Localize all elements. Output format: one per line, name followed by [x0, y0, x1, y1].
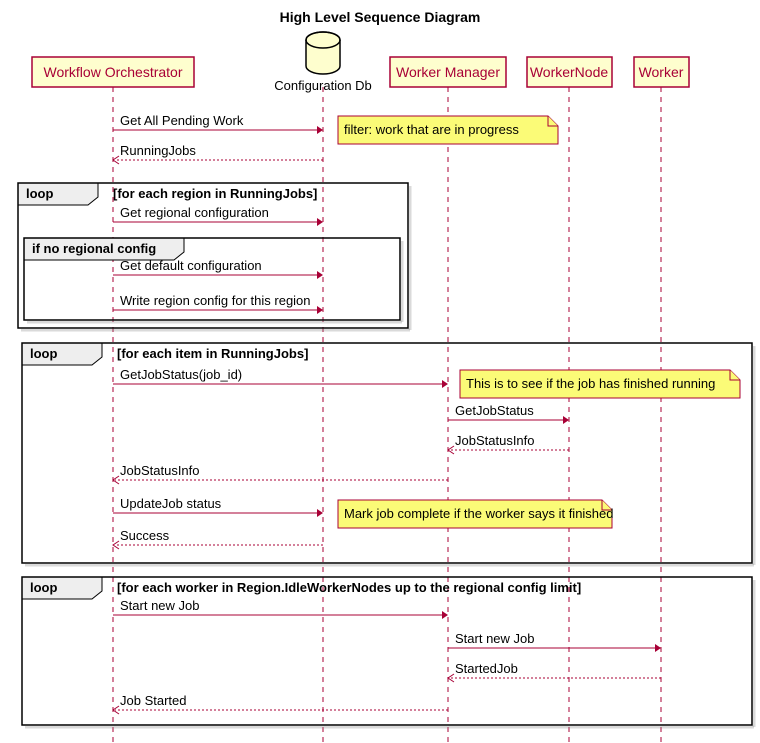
frame-label-f4: loop — [30, 580, 57, 595]
participant-label-configdb: Configuration Db — [274, 78, 372, 93]
message-label-m5: Write region config for this region — [120, 293, 311, 308]
message-label-m11: Success — [120, 528, 170, 543]
participant-label-manager: Worker Manager — [396, 64, 500, 80]
frame-label-f1: loop — [26, 186, 53, 201]
message-label-m10: UpdateJob status — [120, 496, 222, 511]
note-text-n1: filter: work that are in progress — [344, 122, 519, 137]
message-label-m2: RunningJobs — [120, 143, 196, 158]
message-label-m8: JobStatusInfo — [455, 433, 535, 448]
note-text-n3: Mark job complete if the worker says it … — [344, 506, 614, 521]
message-label-m15: Job Started — [120, 693, 187, 708]
message-label-m9: JobStatusInfo — [120, 463, 200, 478]
message-label-m7: GetJobStatus — [455, 403, 534, 418]
sequence-diagram: High Level Sequence Diagram Workflow Orch… — [0, 0, 760, 743]
frame-cond-f4: [for each worker in Region.IdleWorkerNod… — [117, 580, 581, 595]
frame-label-f2: if no regional config — [32, 241, 156, 256]
participant-label-orchestrator: Workflow Orchestrator — [44, 64, 183, 80]
message-label-m14: StartedJob — [455, 661, 518, 676]
participant-label-node: WorkerNode — [530, 64, 609, 80]
message-label-m3: Get regional configuration — [120, 205, 269, 220]
frame-cond-f1: [for each region in RunningJobs] — [113, 186, 317, 201]
frame-cond-f3: [for each item in RunningJobs] — [117, 346, 308, 361]
note-text-n2: This is to see if the job has finished r… — [466, 376, 715, 391]
message-label-m1: Get All Pending Work — [120, 113, 244, 128]
message-label-m12: Start new Job — [120, 598, 200, 613]
message-label-m13: Start new Job — [455, 631, 535, 646]
message-label-m6: GetJobStatus(job_id) — [120, 367, 242, 382]
participant-label-worker: Worker — [639, 64, 684, 80]
message-label-m4: Get default configuration — [120, 258, 262, 273]
frame-label-f3: loop — [30, 346, 57, 361]
diagram-title: High Level Sequence Diagram — [280, 9, 481, 25]
